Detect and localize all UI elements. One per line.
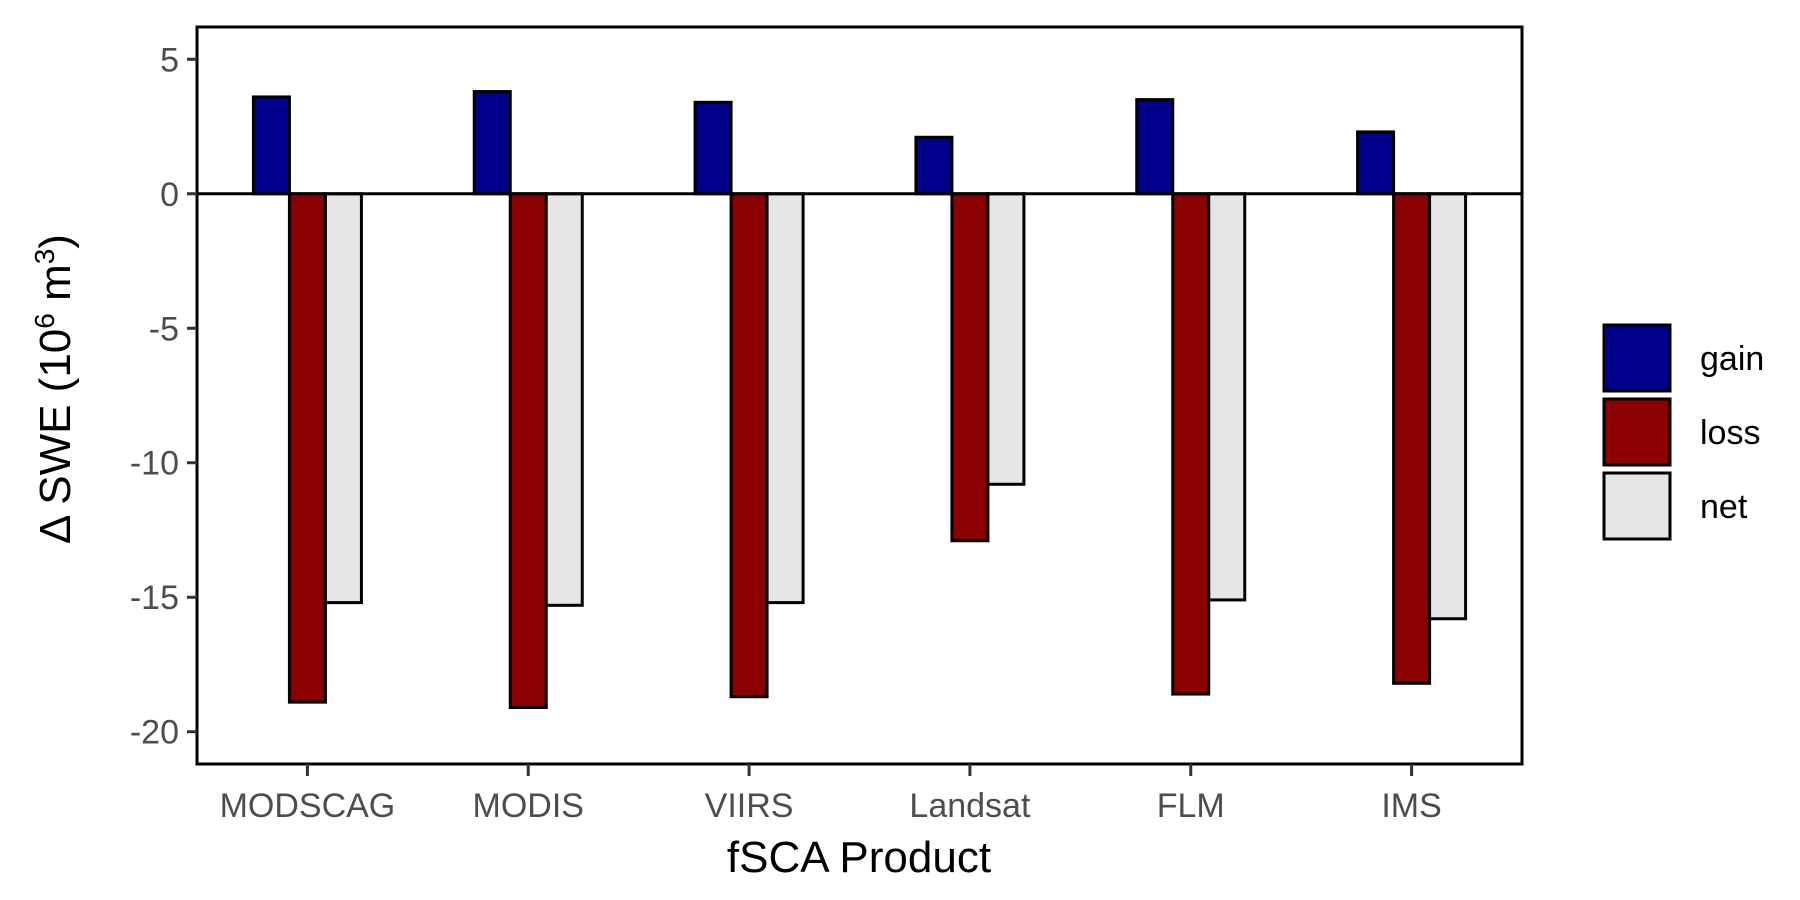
x-tick-label: MODIS xyxy=(473,787,584,825)
bar-net-viirs xyxy=(765,192,805,605)
bar-gain-viirs xyxy=(693,100,733,196)
x-tick-label: FLM xyxy=(1157,787,1225,825)
bar-loss-viirs xyxy=(729,192,769,699)
bar-loss-modscag xyxy=(287,192,327,704)
bar-gain-modis xyxy=(472,90,512,196)
bar-net-modscag xyxy=(323,192,363,605)
bar-gain-flm xyxy=(1135,98,1175,196)
x-tick-label: IMS xyxy=(1381,787,1441,825)
legend-label-loss: loss xyxy=(1700,414,1760,452)
y-tick-label: 5 xyxy=(160,41,179,79)
y-axis-title-exponent-2: 3 xyxy=(29,249,60,265)
plot-panel-border xyxy=(195,25,1524,766)
y-axis: 5 0 -5 -10 -15 -20 xyxy=(130,41,197,752)
legend-label-net: net xyxy=(1700,488,1748,526)
y-axis-title-exponent-1: 6 xyxy=(29,313,60,329)
x-axis-title: fSCA Product xyxy=(727,833,991,882)
y-tick-label: -20 xyxy=(130,714,179,752)
bar-loss-modis xyxy=(508,192,548,710)
x-tick-label: VIIRS xyxy=(705,787,794,825)
bar-net-landsat xyxy=(986,192,1026,486)
x-axis: MODSCAG MODIS VIIRS Landsat FLM IMS xyxy=(220,764,1442,825)
legend-label-gain: gain xyxy=(1700,340,1764,378)
bar-loss-flm xyxy=(1171,192,1211,696)
y-axis-title-prefix: Δ SWE (10 xyxy=(31,329,80,544)
bar-gain-landsat xyxy=(914,135,954,196)
bar-loss-ims xyxy=(1392,192,1432,685)
bar-gain-modscag xyxy=(251,95,291,196)
bar-net-modis xyxy=(544,192,584,607)
bars-layer xyxy=(251,90,1468,710)
y-tick-label: 0 xyxy=(160,176,179,214)
y-tick-label: -15 xyxy=(130,579,179,617)
bar-loss-landsat xyxy=(950,192,990,543)
legend: gain loss net xyxy=(1602,323,1764,541)
legend-key-net xyxy=(1602,471,1672,541)
x-tick-label: MODSCAG xyxy=(220,787,396,825)
bar-net-ims xyxy=(1428,192,1468,621)
bar-net-flm xyxy=(1207,192,1247,602)
y-tick-label: -10 xyxy=(130,445,179,483)
legend-key-gain xyxy=(1602,323,1672,393)
legend-key-loss xyxy=(1602,397,1672,467)
y-tick-label: -5 xyxy=(149,310,179,348)
x-tick-label: Landsat xyxy=(909,787,1031,825)
y-axis-title-suffix: ) xyxy=(31,234,80,249)
y-axis-title: Δ SWE (106 m3) xyxy=(29,234,80,544)
y-axis-title-middle: m xyxy=(31,264,80,313)
bar-gain-ims xyxy=(1356,130,1396,196)
